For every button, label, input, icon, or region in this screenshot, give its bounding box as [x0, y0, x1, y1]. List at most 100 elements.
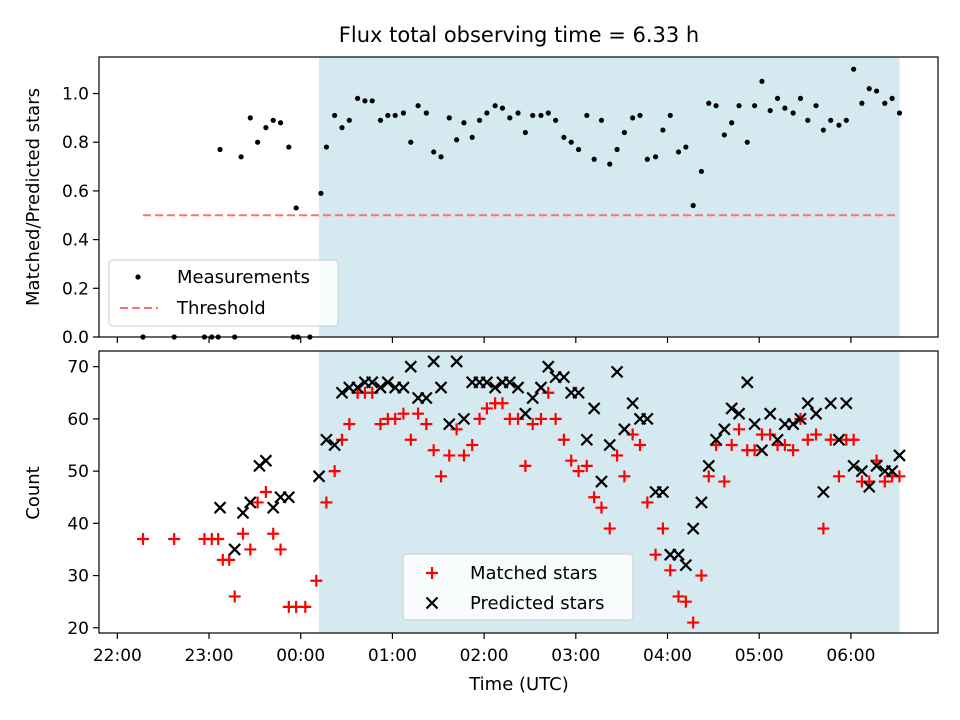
y-tick-label: 0.6 — [62, 182, 89, 202]
measurement-point — [286, 144, 292, 150]
predicted-stars-point — [786, 417, 800, 431]
measurement-point — [377, 117, 384, 123]
matched-stars-point — [649, 548, 662, 561]
predicted-stars-point — [672, 548, 685, 561]
matched-stars-point — [389, 412, 402, 425]
x-tick-label: 02:00 — [460, 646, 509, 666]
predicted-stars-point — [519, 407, 532, 420]
predicted-stars-point — [847, 459, 860, 473]
legend-predicted-label: Predicted stars — [470, 593, 604, 614]
measurement-point — [553, 117, 559, 123]
predicted-stars-point — [228, 543, 241, 556]
predicted-stars-point — [748, 417, 761, 431]
y-tick-label: 20 — [67, 619, 89, 639]
predicted-stars-point — [542, 360, 555, 373]
predicted-stars-point — [244, 496, 257, 509]
predicted-stars-point — [312, 470, 326, 483]
measurement-point — [652, 154, 659, 160]
measurement-point — [217, 146, 223, 153]
measurement-point — [255, 139, 261, 145]
measurement-point — [621, 129, 628, 136]
predicted-stars-point — [603, 438, 617, 452]
predicted-stars-point — [870, 459, 883, 473]
matched-stars-point — [778, 439, 791, 451]
matched-stars-point — [679, 595, 692, 608]
measurement-point — [790, 110, 796, 116]
matched-stars-point — [824, 433, 837, 446]
measurement-point — [385, 112, 391, 119]
matched-stars-point — [512, 412, 525, 425]
measurement-point — [499, 105, 506, 111]
x-tick-label: 05:00 — [735, 646, 784, 666]
measurement-point — [630, 115, 636, 121]
measurement-point — [369, 98, 375, 104]
predicted-stars-point — [328, 438, 341, 452]
predicted-stars-point — [656, 485, 670, 499]
matched-stars-point — [267, 527, 280, 540]
measurement-point — [805, 117, 811, 123]
predicted-stars-point — [595, 475, 608, 488]
matched-stars-point — [764, 428, 777, 441]
predicted-stars-point — [282, 490, 296, 504]
measurement-point — [698, 168, 705, 175]
predicted-stars-point — [457, 412, 471, 426]
matched-stars-point — [572, 465, 585, 478]
matched-stars-point — [496, 397, 509, 410]
matched-stars-point — [236, 527, 249, 540]
axes-frame — [98, 350, 939, 634]
matched-stars-point — [274, 543, 287, 556]
top-y-axis-label: Matched/Predicted stars — [23, 88, 44, 306]
predicted-stars-point — [335, 386, 349, 400]
predicted-stars-point — [618, 423, 631, 436]
legend-matched-label: Matched stars — [470, 563, 597, 584]
predicted-stars-point — [503, 376, 517, 389]
measurement-point — [530, 112, 536, 119]
legend-box — [108, 259, 339, 327]
measurement-point — [346, 117, 352, 123]
measurement-point — [476, 117, 483, 123]
y-tick-label: 0.0 — [62, 328, 89, 348]
measurement-point — [332, 112, 338, 119]
measurement-point — [545, 110, 551, 116]
predicted-stars-point — [732, 407, 746, 420]
matched-stars-point — [603, 522, 616, 535]
measurement-point — [843, 117, 849, 123]
measurement-point — [270, 117, 276, 123]
predicted-stars-point — [771, 433, 784, 447]
predicted-stars-point — [381, 376, 395, 389]
matched-stars-point — [595, 501, 608, 514]
matched-stars-point — [810, 428, 823, 441]
y-tick-label: 0.8 — [62, 133, 89, 153]
matched-stars-point — [817, 522, 830, 535]
y-tick-label: 0.4 — [62, 231, 89, 251]
x-tick-label: 01:00 — [368, 646, 417, 666]
measurement-point — [584, 112, 590, 119]
measurement-point — [683, 144, 689, 150]
matched-stars-point — [212, 533, 225, 545]
matched-stars-point — [450, 423, 463, 436]
measurement-point — [568, 139, 574, 145]
matched-stars-point — [473, 412, 486, 425]
measurement-point — [431, 149, 437, 155]
legend-measurements-label: Measurements — [177, 267, 310, 288]
matched-stars-point — [580, 459, 593, 472]
matched-stars-point — [244, 543, 257, 556]
measurement-point — [706, 100, 712, 106]
predicted-stars-point — [641, 412, 654, 426]
predicted-stars-point — [824, 396, 837, 410]
measurement-point — [690, 202, 696, 209]
matched-stars-point — [641, 496, 654, 509]
matched-stars-point — [443, 449, 456, 462]
measurement-point — [637, 112, 643, 119]
measurement-point — [866, 86, 872, 92]
predicted-stars-point — [740, 376, 754, 389]
predicted-stars-point — [626, 396, 639, 410]
matched-stars-point — [343, 418, 356, 431]
measurement-point — [263, 125, 269, 131]
measurement-point — [323, 144, 330, 150]
legend-bottom: Matched stars Predicted stars — [402, 553, 634, 621]
predicted-stars-point — [885, 464, 899, 478]
predicted-stars-point — [755, 443, 769, 457]
predicted-stars-point — [365, 376, 379, 389]
legend-threshold-label: Threshold — [176, 298, 266, 319]
